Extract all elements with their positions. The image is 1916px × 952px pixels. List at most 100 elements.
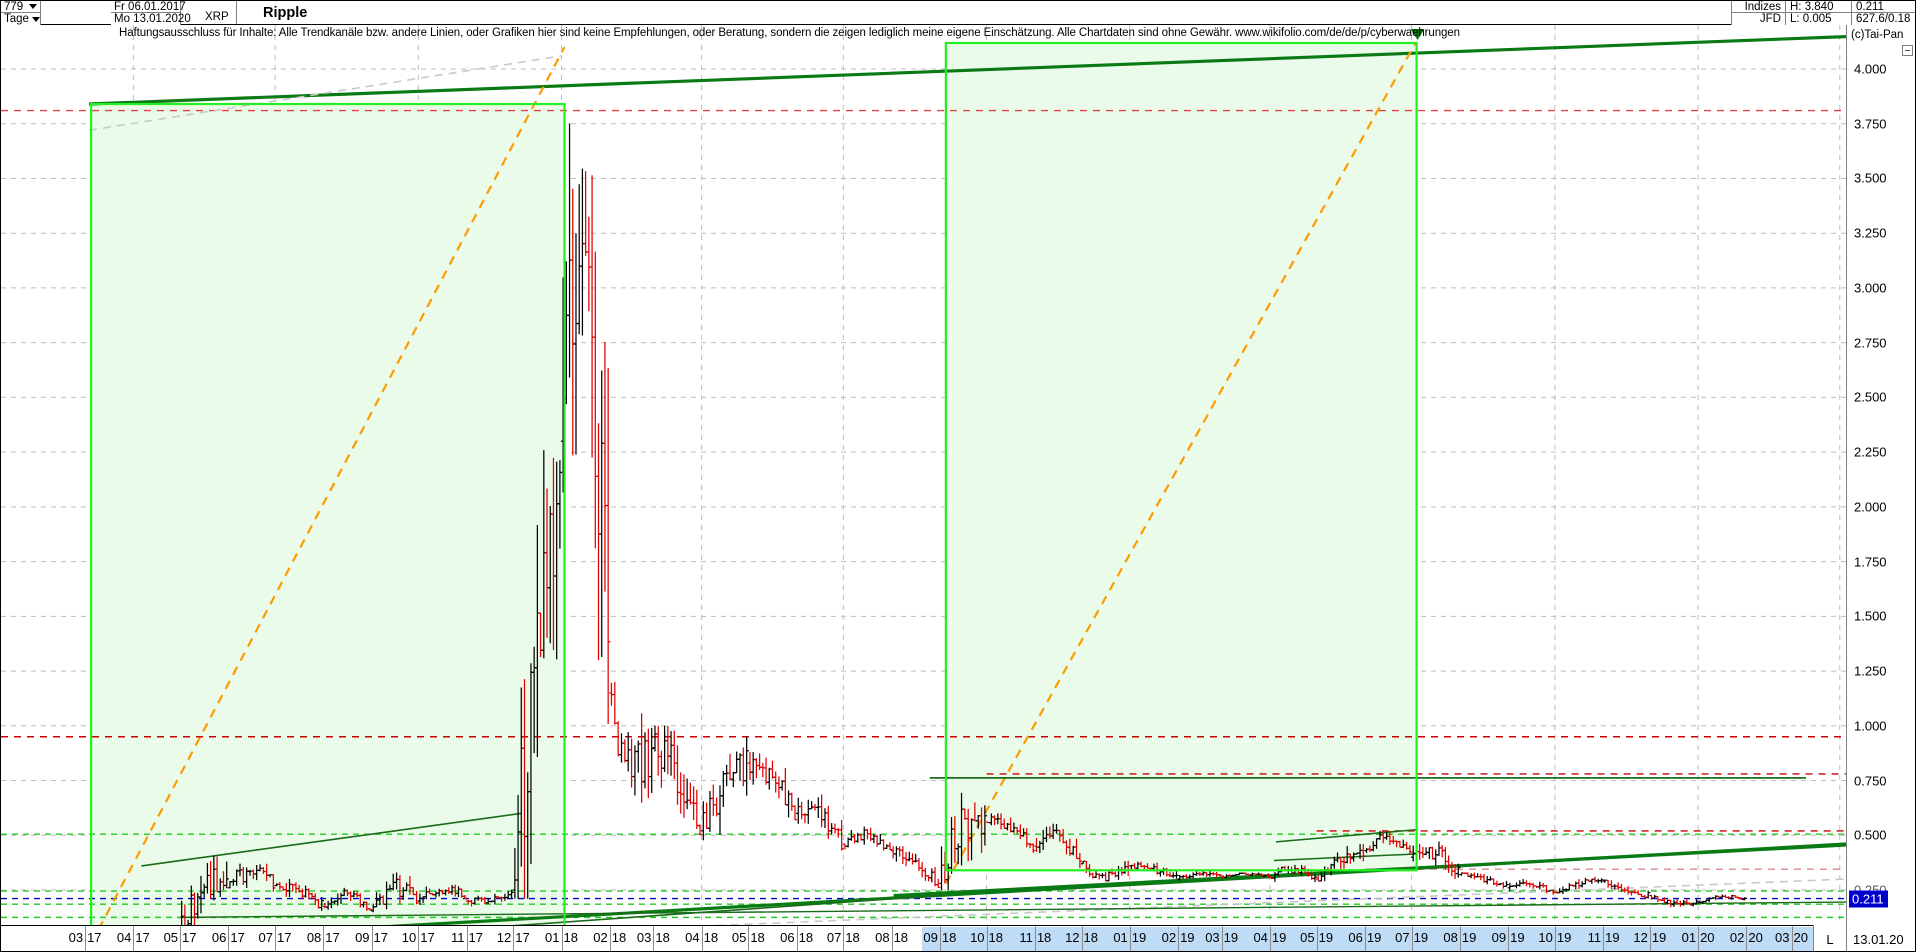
price-tick-label: 0.750 [1854,773,1887,789]
date-axis-month-label: 10 [1538,930,1553,945]
bars-count-value: 779 [4,0,24,13]
last-price-value: 0.211 [1851,1,1915,13]
date-axis-separator [1081,928,1083,951]
trend-lines [88,34,1846,925]
date-axis-year-label: 17 [420,930,435,945]
date-axis-separator [609,928,611,951]
date-axis-month-label: 07 [1395,930,1410,945]
date-axis-separator [796,928,798,951]
axis-mode-label[interactable]: L [1813,925,1846,951]
date-axis-year-label: 19 [1461,930,1477,945]
date-axis-tickmark [1364,926,1366,928]
date-axis-separator [1508,928,1510,951]
value-column: 0.211 627.6/0.18 [1851,1,1915,25]
date-axis-separator [85,928,87,951]
date-axis-separator [1603,928,1605,951]
price-tick-label: 3.250 [1854,225,1887,241]
date-axis-month-label: 05 [163,930,179,945]
date-axis-separator [323,928,325,951]
interval-selector[interactable]: Tage [1,13,41,25]
date-axis-tickmark [701,926,703,928]
date-axis-year-label: 17 [135,930,150,945]
date-axis-month-label: 09 [355,930,370,945]
date-axis-tickmark [418,926,420,928]
date-axis-separator [1698,928,1700,951]
date-axis-separator [1178,928,1180,951]
date-axis-tickmark [85,926,87,928]
date-axis-year-label: 17 [325,930,340,945]
date-axis-month-label: 04 [1253,930,1268,945]
date-axis-tickmark [371,926,373,928]
price-tick-label: 1.000 [1854,718,1887,734]
date-axis-tickmark [1791,926,1793,928]
date-axis-separator [1129,928,1131,951]
date-to-field[interactable]: Mo 13.01.2020 [111,13,191,25]
date-axis-tickmark [1698,926,1700,928]
price-tick-label: 1.750 [1854,554,1887,570]
date-axis-month-label: 12 [1633,930,1648,945]
date-axis-tickmark [228,926,230,928]
top-marker-triangle [1410,29,1425,40]
date-axis-separator [701,928,703,951]
price-tick-label: 3.750 [1854,116,1887,132]
axis-end-date: 13.01.20 [1846,925,1915,951]
date-axis-tickmark [466,926,468,928]
date-axis-tickmark [275,926,277,928]
date-axis-tickmark [1508,926,1510,928]
date-axis-separator [133,928,135,951]
disclaimer-text: Haftungsausschluss für Inhalte: Alle Tre… [119,27,1460,39]
date-axis-month-label: 06 [780,930,795,945]
date-axis-year-label: 19 [1605,930,1620,945]
chart-plot-area[interactable] [1,25,1846,925]
date-axis-separator [1221,928,1223,951]
date-axis[interactable]: 03 17 04 17 05 17 06 17 07 17 08 17 09 17 10 17 11 17 12 17… [1,925,1915,951]
page-title: Ripple [263,4,308,21]
highlight-rectangles [91,43,1417,925]
date-from-field[interactable]: Fr 06.01.2017 [111,1,186,13]
price-tick-label: 0.500 [1854,827,1887,843]
date-axis-separator [561,928,563,951]
bars-count-selector[interactable]: 779 [1,1,41,13]
chart-canvas[interactable] [1,25,1846,925]
date-axis-separator [843,928,845,951]
date-axis-separator [1649,928,1651,951]
interval-value: Tage [4,13,29,25]
date-axis-year-label: 17 [182,930,197,945]
current-price-badge: 0.211 [1849,890,1888,908]
date-axis-month-label: 08 [1443,930,1458,945]
chart-header-bar: 779 Tage Fr 06.01.2017 Mo 13.01.2020 XRP… [1,1,1915,25]
minimize-button[interactable] [1902,45,1913,56]
price-axis[interactable]: (c)Tai-Pan 4.000 3.750 3.500 3.250 3.000 2.75… [1846,25,1915,925]
chevron-down-icon[interactable] [29,4,37,9]
date-axis-tickmark [986,926,988,928]
header-left-group: 779 Tage [1,1,111,25]
date-axis-month-label: 06 [211,930,227,945]
date-axis-tickmark [1034,926,1036,928]
date-axis-separator [513,928,515,951]
date-axis-month-label: 02 [593,930,608,945]
date-axis-year-label: 20 [1748,930,1763,945]
date-axis-year-label: 19 [1366,930,1382,945]
date-axis-separator [1459,928,1461,951]
date-axis-month-label: 05 [1300,930,1315,945]
date-axis-year-label: 18 [893,930,909,945]
provider-label: JFD [1731,13,1785,25]
date-axis-tickmark [513,926,515,928]
date-axis-month-label: 11 [451,930,465,945]
date-axis-year-label: 19 [1413,930,1429,945]
date-axis-separator [891,928,893,951]
date-axis-month-label: 07 [258,930,274,945]
date-axis-separator [939,928,941,951]
date-axis-month-label: 04 [685,930,700,945]
date-axis-tickmark [796,926,798,928]
date-axis-year-label: 20 [1793,930,1808,945]
price-tick-label: 1.500 [1854,608,1887,624]
date-axis-year-label: 17 [87,930,102,945]
date-axis-tickmark [180,926,182,928]
date-axis-year-label: 18 [1036,930,1052,945]
date-axis-year-label: 19 [1271,930,1287,945]
chevron-down-icon[interactable] [31,16,40,22]
date-axis-separator [228,928,230,951]
date-axis-year-label: 18 [563,930,578,945]
